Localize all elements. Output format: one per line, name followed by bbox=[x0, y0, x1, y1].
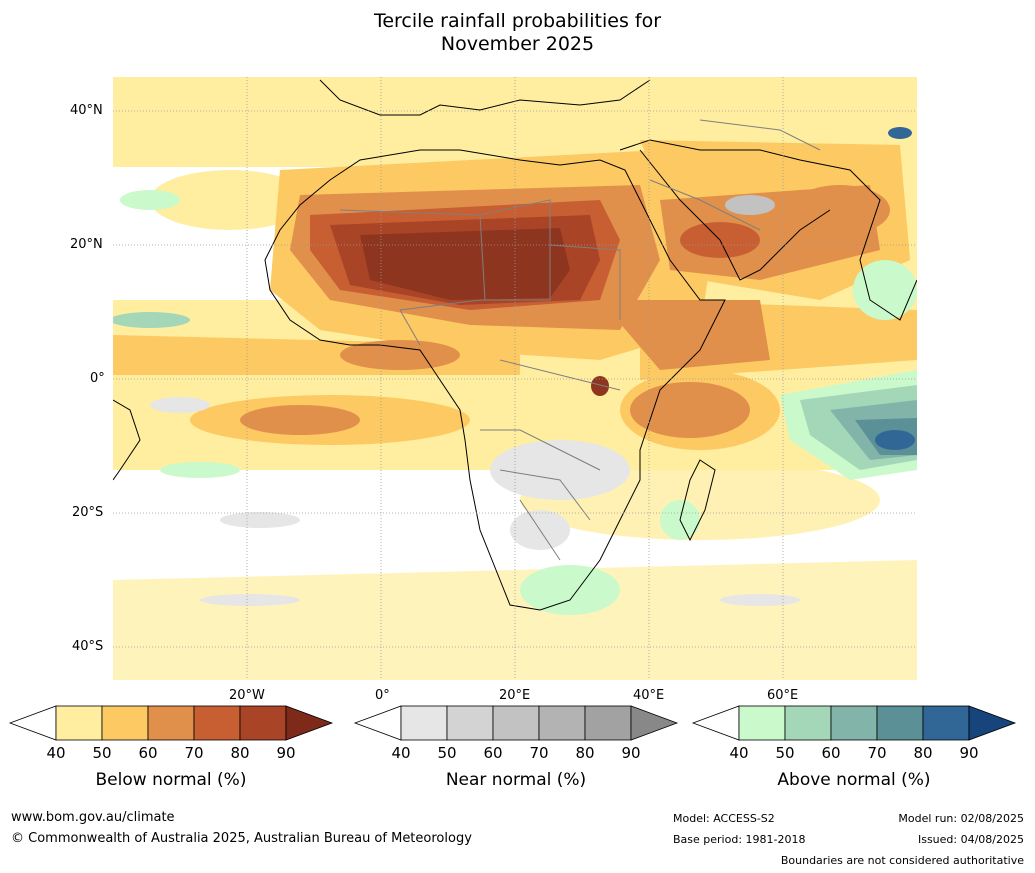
lat-label-20s: 20°S bbox=[72, 505, 104, 520]
website-link[interactable]: www.bom.gov.au/climate bbox=[11, 810, 175, 825]
lat-label-40s: 40°S bbox=[72, 639, 104, 654]
legend-tick: 90 bbox=[959, 744, 979, 762]
model-name: Model: ACCESS-S2 bbox=[673, 812, 775, 825]
legend-tick: 50 bbox=[92, 744, 112, 762]
lat-label-20n: 20°N bbox=[70, 237, 103, 252]
base-period: Base period: 1981-2018 bbox=[673, 833, 806, 846]
legend-tick: 80 bbox=[230, 744, 250, 762]
lon-label-40e: 40°E bbox=[633, 688, 665, 703]
legend-tick: 40 bbox=[729, 744, 749, 762]
legend-tick: 50 bbox=[437, 744, 457, 762]
legend-tick: 90 bbox=[276, 744, 296, 762]
legend-tick: 60 bbox=[821, 744, 841, 762]
copyright-text: © Commonwealth of Australia 2025, Austra… bbox=[11, 831, 472, 846]
lon-label-0: 0° bbox=[375, 688, 390, 703]
coastlines bbox=[113, 79, 917, 611]
legend-tick: 80 bbox=[575, 744, 595, 762]
legend-tick: 40 bbox=[46, 744, 66, 762]
legend-title-near-normal: Near normal (%) bbox=[445, 770, 587, 790]
lon-label-20w: 20°W bbox=[229, 688, 265, 703]
issued-date: Issued: 04/08/2025 bbox=[917, 833, 1024, 846]
legend-tick: 60 bbox=[138, 744, 158, 762]
graticule bbox=[113, 77, 917, 680]
legend-tick: 70 bbox=[184, 744, 204, 762]
legend-tick: 60 bbox=[483, 744, 503, 762]
below-normal-70-90-shading bbox=[310, 200, 760, 396]
legend-tick: 70 bbox=[529, 744, 549, 762]
legend-title-below-normal: Below normal (%) bbox=[95, 770, 247, 790]
lat-label-40n: 40°N bbox=[70, 103, 103, 118]
legend-near-normal bbox=[353, 705, 679, 741]
lon-label-20e: 20°E bbox=[499, 688, 531, 703]
country-borders bbox=[339, 119, 821, 561]
boundaries-disclaimer: Boundaries are not considered authoritat… bbox=[780, 854, 1024, 867]
map-area bbox=[113, 77, 917, 680]
legend-tick: 40 bbox=[391, 744, 411, 762]
title-line-1: Tercile rainfall probabilities for bbox=[373, 10, 662, 32]
lat-label-equator: 0° bbox=[90, 371, 105, 386]
title-line-2: November 2025 bbox=[440, 33, 595, 55]
above-normal-shading bbox=[113, 127, 917, 615]
legend-title-above-normal: Above normal (%) bbox=[777, 770, 931, 790]
legend-tick: 90 bbox=[621, 744, 641, 762]
legend-tick: 70 bbox=[867, 744, 887, 762]
model-run-date: Model run: 02/08/2025 bbox=[898, 812, 1024, 825]
legend-above-normal bbox=[691, 705, 1017, 741]
legend-tick: 80 bbox=[913, 744, 933, 762]
lon-label-60e: 60°E bbox=[767, 688, 799, 703]
chart-title: Tercile rainfall probabilities for Novem… bbox=[0, 10, 1035, 56]
legend-below-normal bbox=[8, 705, 334, 741]
legend-tick: 50 bbox=[775, 744, 795, 762]
